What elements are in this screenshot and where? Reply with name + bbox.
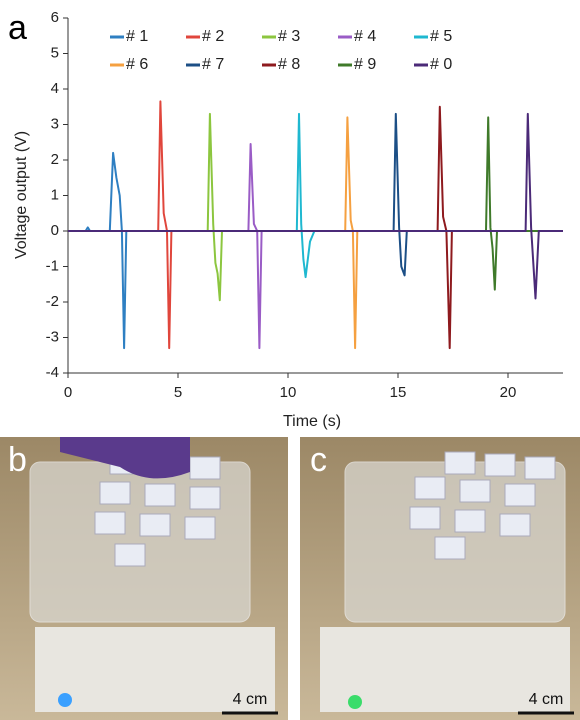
device — [29, 461, 251, 623]
panel-label: c — [310, 441, 327, 479]
series-line — [68, 112, 563, 300]
y-tick-label: -3 — [46, 328, 59, 345]
y-tick-label: 2 — [51, 151, 59, 168]
series-line — [68, 116, 563, 291]
legend-label: # 4 — [354, 28, 376, 45]
legend-label: # 9 — [354, 56, 376, 73]
breadboard — [320, 627, 570, 712]
y-tick-label: -2 — [46, 293, 59, 310]
legend-label: # 1 — [126, 28, 148, 45]
series-line — [68, 143, 563, 350]
panel-label: b — [8, 441, 27, 479]
legend-label: # 5 — [430, 28, 452, 45]
led — [348, 695, 362, 709]
y-tick-label: -4 — [46, 364, 59, 381]
x-tick-label: 0 — [64, 384, 72, 401]
x-tick-label: 5 — [174, 384, 182, 401]
legend-label: # 0 — [430, 56, 452, 73]
series-line — [68, 151, 563, 350]
panel-label: a — [8, 9, 27, 47]
legend-label: # 3 — [278, 28, 300, 45]
y-tick-label: 5 — [51, 44, 59, 61]
series-line — [68, 116, 563, 350]
photo-c: c 4 cm — [300, 437, 580, 720]
series-line — [68, 112, 563, 279]
y-axis-title: Voltage output (V) — [13, 131, 30, 259]
photo-b: b 4 cm — [0, 437, 288, 720]
series-line — [68, 112, 563, 277]
series-line — [68, 100, 563, 350]
breadboard — [35, 627, 275, 712]
photo-panels: b 4 cm c 4 cm — [0, 437, 580, 720]
scale-label: 4 cm — [233, 691, 268, 708]
y-tick-label: -1 — [46, 257, 59, 274]
x-tick-label: 15 — [390, 384, 407, 401]
led — [58, 693, 72, 707]
y-tick-label: 0 — [51, 222, 59, 239]
legend-label: # 6 — [126, 56, 148, 73]
chart: a Time (s) Voltage output (V) -4 -3 -2 -1 0 1… — [8, 9, 563, 430]
keypad — [409, 451, 556, 560]
y-tick-label: 1 — [51, 186, 59, 203]
x-tick-label: 10 — [280, 384, 297, 401]
y-tick-label: 3 — [51, 115, 59, 132]
series-line — [68, 112, 563, 302]
glove — [60, 437, 190, 479]
scale-label: 4 cm — [529, 691, 564, 708]
legend-label: # 7 — [202, 56, 224, 73]
legend-label: # 8 — [278, 56, 300, 73]
x-axis-title: Time (s) — [283, 413, 341, 430]
y-tick-label: 6 — [51, 9, 59, 26]
y-tick-label: 4 — [51, 80, 59, 97]
x-tick-label: 20 — [500, 384, 517, 401]
legend-label: # 2 — [202, 28, 224, 45]
series-line — [68, 105, 563, 350]
